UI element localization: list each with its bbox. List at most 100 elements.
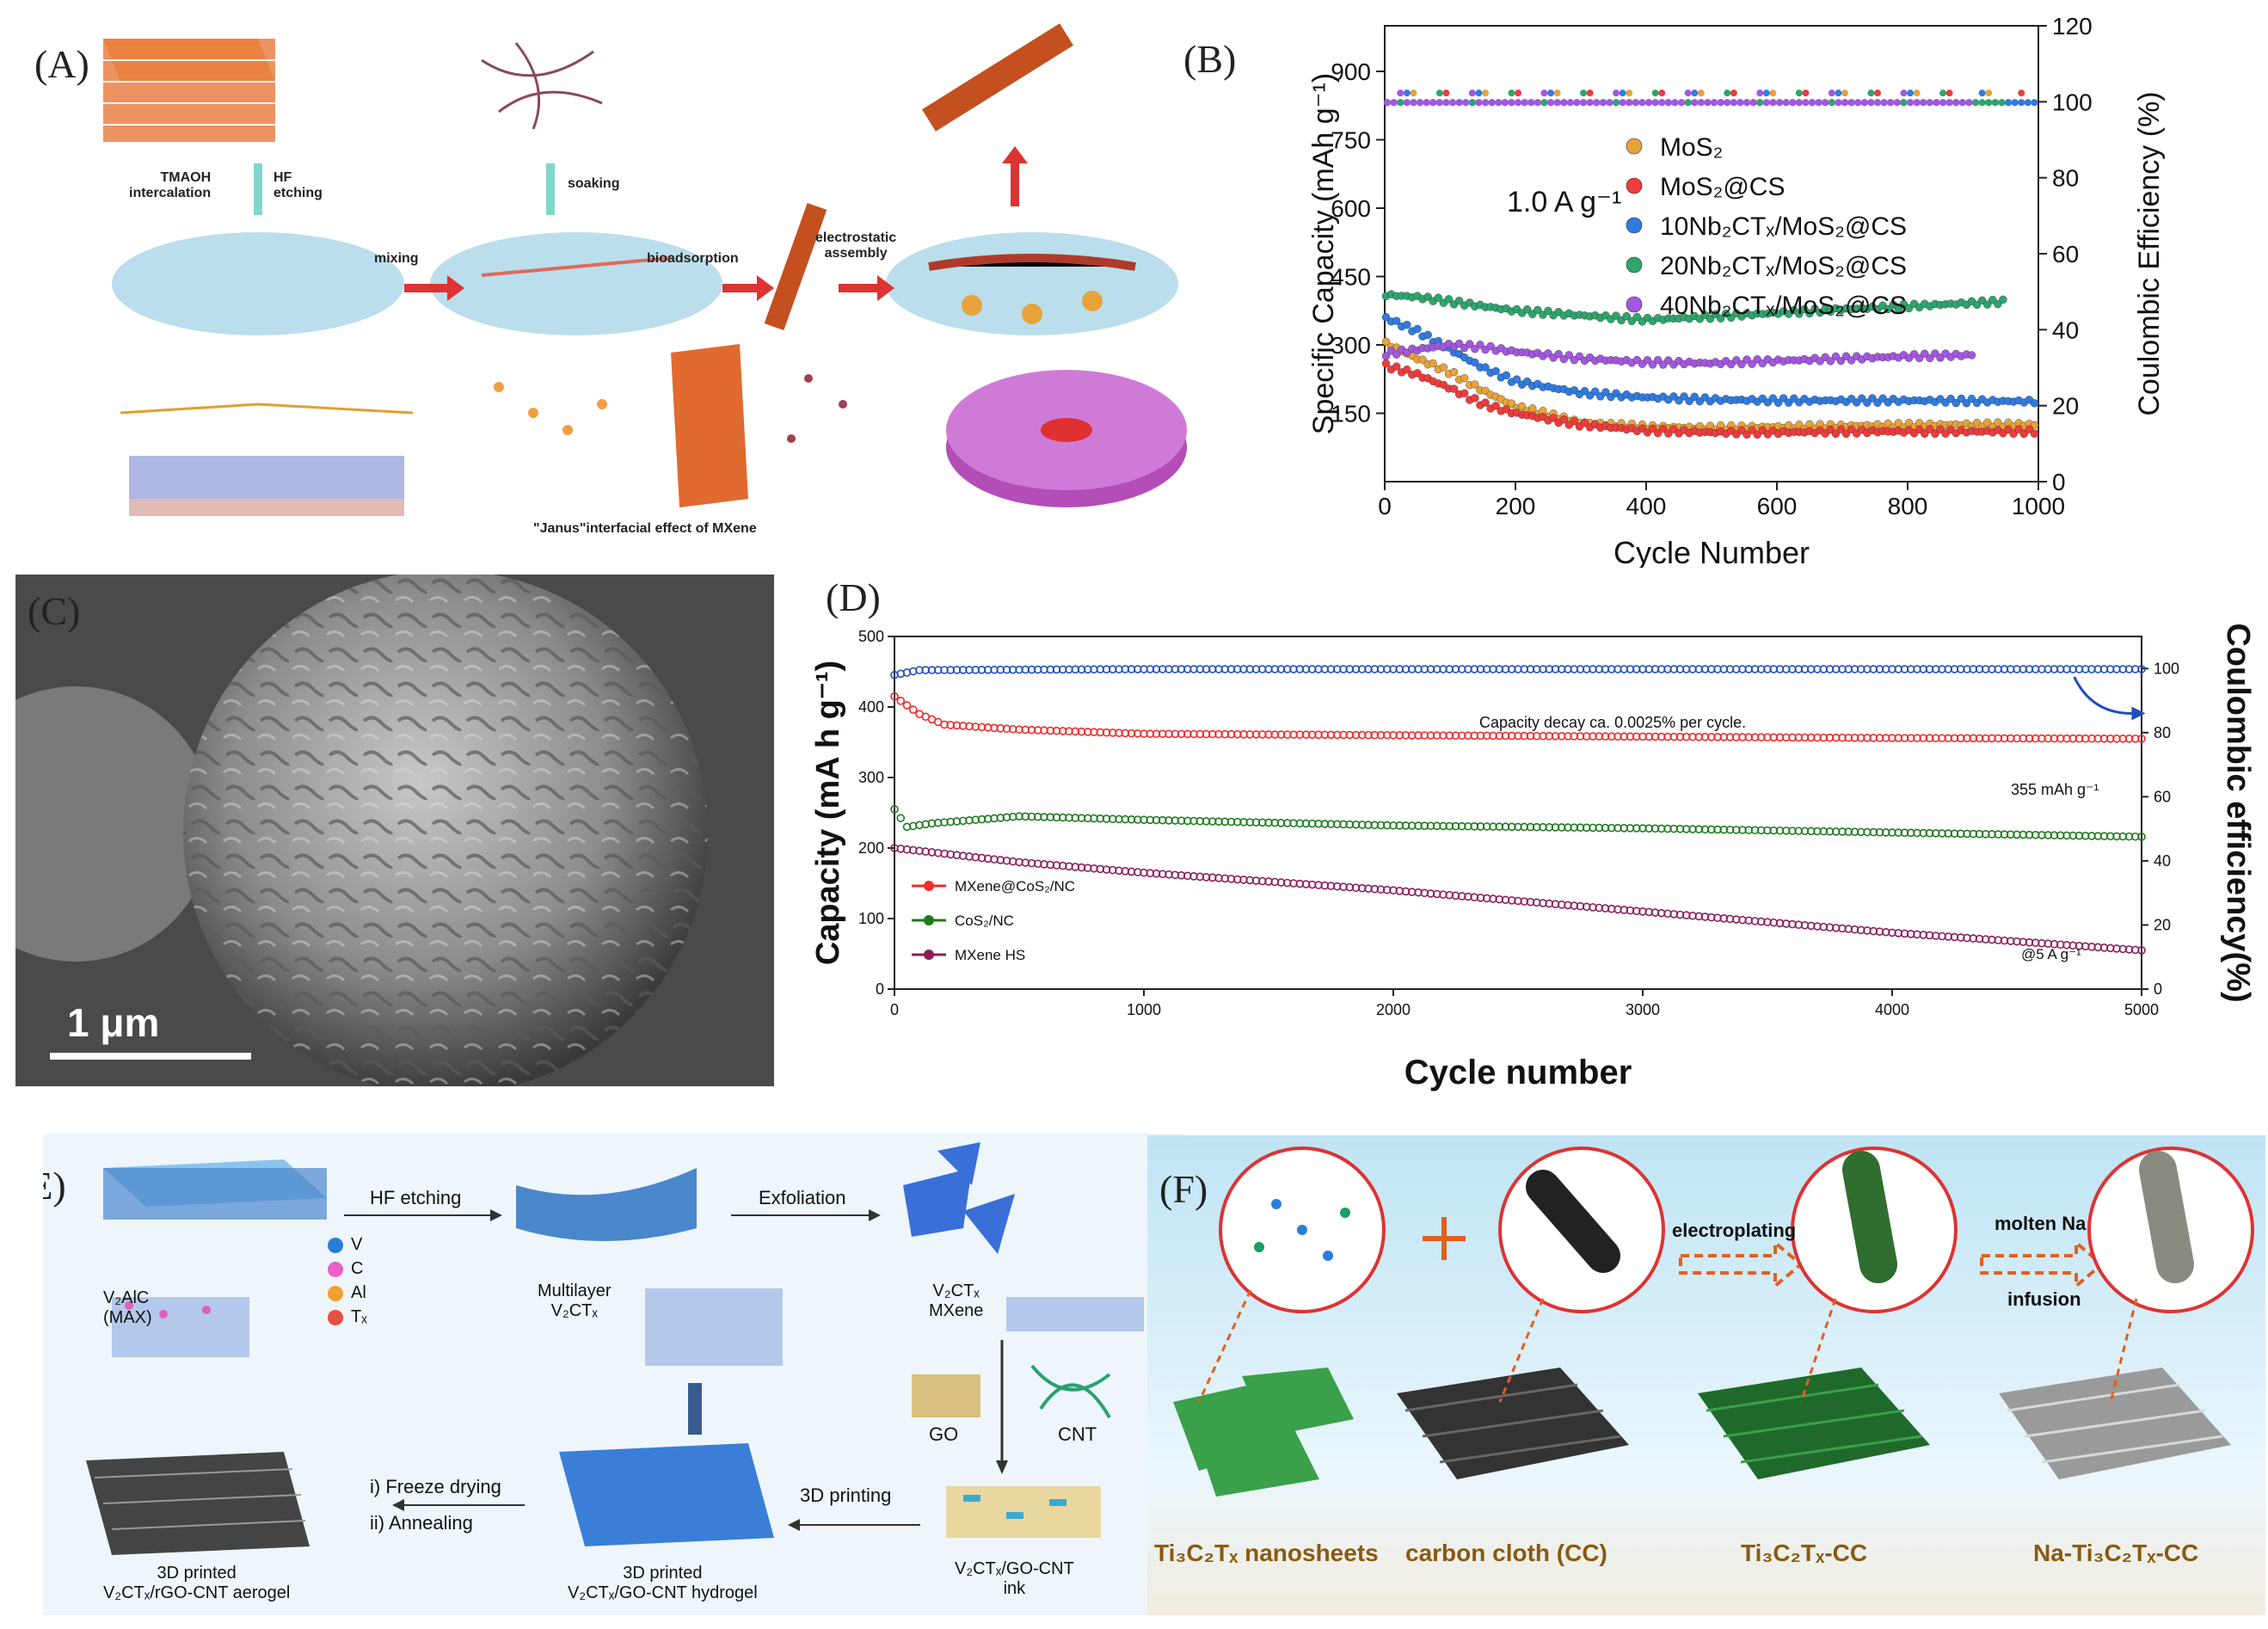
efficiency-point: [1586, 99, 1594, 107]
capacity-point: [1434, 293, 1443, 302]
capacity-point: [1951, 398, 1960, 408]
capacity-point: [1392, 350, 1401, 359]
efficiency-point: [1573, 99, 1581, 107]
efficiency-point: [1854, 99, 1862, 107]
efficiency-point: [1442, 99, 1450, 107]
end-capacity-annotation: 355 mAh g⁻¹: [2011, 781, 2099, 798]
efficiency-point: [1860, 99, 1868, 107]
capacity-point: [2030, 429, 2039, 438]
y2-tick-label: 0: [2154, 980, 2162, 998]
label-na-ti-cc: Na-Ti₃C₂Tₓ-CC: [2033, 1540, 2199, 1566]
decay-annotation: Capacity decay ca. 0.0025% per cycle.: [1479, 714, 1747, 731]
chart-b: 0 200 400 600 800 1000 150 300 450 600 750 900 0 20 40…: [1307, 13, 2166, 568]
efficiency-point: [1651, 89, 1659, 97]
efficiency-point: [1560, 99, 1568, 107]
capacity-point: [2014, 425, 2023, 433]
capacity-point: [1512, 375, 1521, 384]
capacity-point: [1381, 337, 1391, 347]
efficiency-point: [1534, 99, 1541, 107]
capacity-point: [1994, 299, 2002, 309]
x-tick-label: 400: [1626, 493, 1667, 519]
capacity-point: [1742, 355, 1751, 364]
arrow-infusion: [1980, 1239, 2105, 1290]
series-0: [890, 692, 2146, 743]
y-tick-label: 100: [858, 910, 884, 927]
step-exfoliation: Exfoliation: [759, 1187, 846, 1208]
efficiency-point: [1985, 99, 1993, 107]
nanosheet-zoom-circle: [1219, 1146, 1386, 1313]
capacity-point: [1460, 374, 1469, 383]
efficiency-point: [1390, 99, 1398, 107]
efficiency-point: [1926, 99, 1933, 107]
capacity-point: [1826, 357, 1835, 366]
fiber-zoom-circle: [1498, 1146, 1665, 1313]
capacity-point: [1915, 353, 1924, 363]
capacity-point: [1716, 314, 1725, 323]
x-tick-label: 4000: [1875, 1001, 1909, 1018]
capacity-point: [1466, 340, 1474, 348]
capacity-point: [1534, 305, 1542, 315]
capacity-point: [1904, 304, 1914, 313]
efficiency-point: [1599, 99, 1607, 107]
x-tick-label: 800: [1888, 493, 1928, 519]
multilayer-block: [516, 1168, 697, 1241]
capacity-point: [1690, 392, 1699, 401]
x-tick-label: 0: [890, 1001, 899, 1018]
efficiency-point: [1991, 99, 1999, 107]
capacity-point: [1454, 296, 1464, 305]
aerogel-label: 3D printed V₂CTₓ/rGO-CNT aerogel: [103, 1564, 291, 1602]
na-fiber-zoom-circle: [2087, 1146, 2254, 1313]
mxene-structure: [1006, 1297, 1144, 1331]
y-axis-label: Specific Capacity (mAh g⁻¹): [1307, 73, 1340, 434]
capacity-point: [1554, 349, 1563, 359]
panel-a-schematic: [103, 23, 1187, 516]
capacity-point: [1931, 429, 1939, 439]
y-tick-label: 200: [858, 839, 884, 857]
step-hf-etching: HF etching: [370, 1187, 462, 1208]
efficiency-point: [1762, 89, 1770, 97]
efficiency-point: [1691, 99, 1699, 107]
hydrogel-label: 3D printed V₂CTₓ/GO-CNT hydrogel: [568, 1564, 758, 1602]
efficiency-point: [1410, 99, 1417, 107]
efficiency-point: [1913, 89, 1921, 97]
capacity-point: [1381, 313, 1391, 322]
capacity-point: [1805, 309, 1814, 318]
capacity-point: [1413, 324, 1422, 334]
capacity-point: [1491, 402, 1500, 410]
capacity-point: [1648, 424, 1657, 433]
x-tick-label: 200: [1496, 493, 1536, 519]
efficiency-point: [1828, 99, 1835, 107]
legend-entry: MXene@CoS₂/NC: [955, 878, 1075, 894]
efficiency-point: [1756, 89, 1764, 97]
up-arrow: [1011, 159, 1019, 206]
y-tick-label: 150: [1331, 401, 1371, 427]
efficiency-point: [1802, 89, 1810, 97]
efficiency-point: [1482, 89, 1490, 97]
series-2: [890, 844, 2146, 955]
capacity-point: [1868, 394, 1877, 403]
step-3d-printing: 3D printing: [800, 1485, 892, 1506]
mxene-flakes: [903, 1142, 1015, 1254]
efficiency-point: [1880, 99, 1888, 107]
y2-tick-label: 20: [2052, 393, 2079, 420]
efficiency-point: [1907, 99, 1915, 107]
efficiency-point: [1743, 99, 1751, 107]
y2-tick-label: 120: [2052, 13, 2093, 40]
efficiency-point: [1939, 99, 1947, 107]
efficiency-point: [1900, 89, 1908, 97]
efficiency-point: [1468, 99, 1476, 107]
efficiency-point: [1626, 99, 1633, 107]
efficiency-point: [1867, 99, 1875, 107]
capacity-point: [1648, 360, 1657, 369]
panel-f-schematic: [1173, 1146, 2254, 1497]
capacity-point: [1564, 351, 1574, 360]
efficiency-point: [1684, 99, 1692, 107]
efficiency-point: [1521, 99, 1528, 107]
efficiency-point: [1553, 89, 1561, 97]
efficiency-point: [1945, 89, 1953, 97]
data-point: [2137, 665, 2146, 673]
panel-d: 0 1000 2000 3000 4000 5000 0 100 200 300 400 500 0 20…: [791, 568, 2268, 1101]
capacity-point: [1418, 355, 1427, 364]
series-4: [1381, 89, 1976, 369]
efficiency-point: [1501, 99, 1509, 107]
